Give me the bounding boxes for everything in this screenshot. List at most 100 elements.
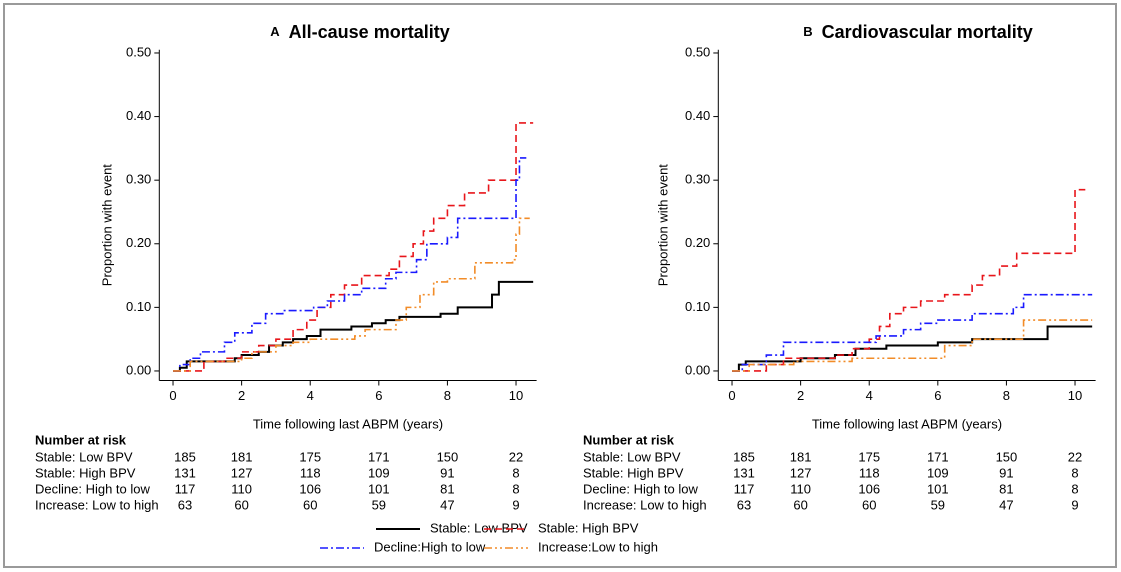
risk-value: 110	[790, 481, 811, 496]
risk-value: 185	[174, 449, 196, 464]
y-tick-label: 0.00	[685, 362, 710, 377]
risk-value: 47	[999, 497, 1013, 512]
risk-value: 101	[927, 481, 949, 496]
title-text: All-cause mortality	[289, 22, 450, 42]
risk-value: 8	[1071, 481, 1078, 496]
km-curve	[732, 319, 1093, 372]
risk-value: 106	[858, 481, 880, 496]
risk-value: 127	[790, 465, 812, 480]
risk-table-title: Number at risk	[35, 432, 127, 447]
risk-value: 91	[440, 465, 454, 480]
y-tick-label: 0.20	[685, 235, 710, 250]
x-tick-label: 6	[375, 388, 382, 403]
x-tick-label: 10	[509, 388, 523, 403]
risk-value: 47	[440, 497, 454, 512]
x-tick-label: 8	[444, 388, 451, 403]
legend-label: Decline:High to low	[374, 539, 486, 554]
x-tick-label: 2	[238, 388, 245, 403]
risk-value: 175	[299, 449, 321, 464]
risk-value: 118	[859, 465, 880, 480]
risk-row-label: Stable: Low BPV	[583, 449, 681, 464]
risk-table-title: Number at risk	[583, 432, 675, 447]
risk-value: 101	[368, 481, 390, 496]
risk-value: 117	[175, 481, 196, 496]
risk-value: 60	[234, 497, 248, 512]
risk-value: 9	[1071, 497, 1078, 512]
x-tick-label: 10	[1068, 388, 1082, 403]
km-curve	[173, 122, 534, 372]
x-tick-label: 6	[934, 388, 941, 403]
risk-value: 8	[512, 481, 519, 496]
y-tick-label: 0.20	[126, 235, 151, 250]
risk-row-label: Decline: High to low	[583, 481, 698, 496]
risk-value: 181	[790, 449, 812, 464]
risk-value: 150	[437, 449, 459, 464]
legend-label: Stable: High BPV	[538, 520, 639, 535]
risk-row-label: Increase: Low to high	[35, 497, 159, 512]
y-axis-label: Proportion with event	[99, 164, 114, 287]
risk-value: 109	[927, 465, 949, 480]
risk-value: 22	[1068, 449, 1082, 464]
risk-value: 118	[300, 465, 321, 480]
x-axis-label: Time following last ABPM (years)	[812, 416, 1002, 431]
risk-value: 60	[862, 497, 876, 512]
km-curve	[173, 157, 527, 372]
risk-value: 171	[368, 449, 390, 464]
risk-value: 150	[996, 449, 1018, 464]
x-tick-label: 4	[866, 388, 873, 403]
y-tick-label: 0.40	[685, 108, 710, 123]
chart-title: B Cardiovascular mortality	[803, 22, 1032, 42]
risk-row-label: Stable: High BPV	[35, 465, 136, 480]
chart-title: A All-cause mortality	[270, 22, 449, 42]
title-spacer	[280, 22, 289, 42]
risk-value: 81	[440, 481, 454, 496]
risk-value: 8	[1071, 465, 1078, 480]
risk-value: 109	[368, 465, 390, 480]
x-tick-label: 8	[1003, 388, 1010, 403]
risk-value: 131	[733, 465, 755, 480]
title-text: Cardiovascular mortality	[822, 22, 1033, 42]
y-tick-label: 0.30	[685, 172, 710, 187]
legend-label: Increase:Low to high	[538, 539, 658, 554]
km-curve	[732, 325, 1093, 372]
x-tick-label: 4	[307, 388, 314, 403]
y-tick-label: 0.50	[685, 44, 710, 59]
risk-value: 59	[931, 497, 945, 512]
km-curve	[173, 217, 530, 372]
risk-value: 127	[231, 465, 253, 480]
risk-value: 131	[174, 465, 196, 480]
x-tick-label: 2	[797, 388, 804, 403]
y-tick-label: 0.00	[126, 362, 151, 377]
km-curve	[732, 293, 1093, 372]
legend-label: Stable: Low BPV	[430, 520, 528, 535]
panel-label: B	[803, 24, 812, 39]
risk-value: 171	[927, 449, 949, 464]
y-tick-label: 0.10	[685, 299, 710, 314]
x-tick-label: 0	[169, 388, 176, 403]
y-tick-label: 0.10	[126, 299, 151, 314]
y-tick-label: 0.40	[126, 108, 151, 123]
risk-value: 60	[793, 497, 807, 512]
risk-row-label: Stable: High BPV	[583, 465, 684, 480]
risk-row-label: Increase: Low to high	[583, 497, 707, 512]
risk-value: 60	[303, 497, 317, 512]
risk-value: 63	[178, 497, 192, 512]
x-axis-label: Time following last ABPM (years)	[253, 416, 443, 431]
risk-row-label: Stable: Low BPV	[35, 449, 133, 464]
y-axis-label: Proportion with event	[655, 164, 670, 287]
y-tick-label: 0.50	[126, 44, 151, 59]
x-tick-label: 0	[728, 388, 735, 403]
frame	[3, 3, 1117, 568]
risk-value: 181	[231, 449, 253, 464]
risk-value: 106	[299, 481, 321, 496]
risk-value: 91	[999, 465, 1013, 480]
risk-value: 185	[733, 449, 755, 464]
risk-value: 110	[231, 481, 252, 496]
risk-value: 9	[512, 497, 519, 512]
risk-value: 175	[858, 449, 880, 464]
risk-value: 81	[999, 481, 1013, 496]
risk-value: 59	[372, 497, 386, 512]
km-curve	[732, 188, 1086, 372]
